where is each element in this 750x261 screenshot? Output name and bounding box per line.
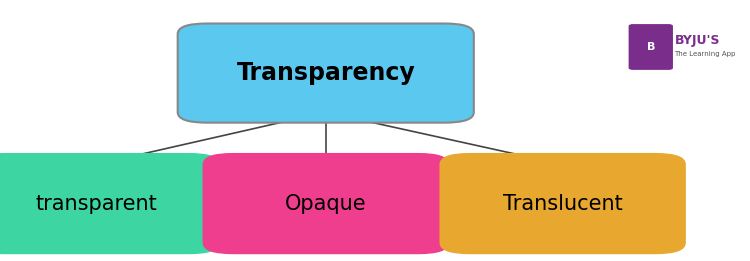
Text: transparent: transparent	[35, 194, 157, 213]
FancyBboxPatch shape	[440, 154, 685, 253]
Text: The Learning App: The Learning App	[674, 51, 736, 56]
Text: Translucent: Translucent	[503, 194, 622, 213]
Text: B: B	[646, 42, 655, 52]
FancyBboxPatch shape	[0, 154, 218, 253]
Text: BYJU'S: BYJU'S	[674, 34, 720, 47]
FancyBboxPatch shape	[178, 23, 474, 123]
FancyBboxPatch shape	[629, 25, 672, 69]
Text: Opaque: Opaque	[285, 194, 367, 213]
FancyBboxPatch shape	[203, 154, 448, 253]
Text: Transparency: Transparency	[236, 61, 416, 85]
